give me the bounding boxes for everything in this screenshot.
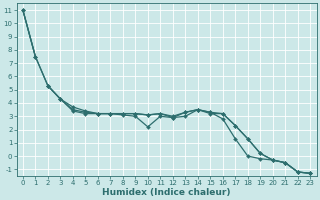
X-axis label: Humidex (Indice chaleur): Humidex (Indice chaleur)	[102, 188, 231, 197]
